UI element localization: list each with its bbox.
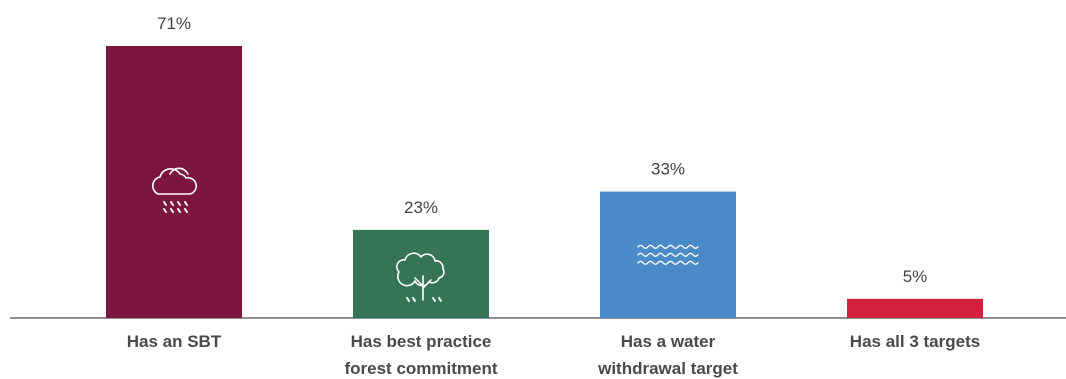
category-label-1: Has an SBT [127,332,222,351]
water-waves-icon [637,244,699,265]
cloud-rain-icon [152,167,198,213]
value-label-2: 23% [404,198,438,217]
bar-1 [106,46,242,318]
tree-icon [395,252,445,302]
category-label-3: Has a water withdrawal target [597,332,738,378]
category-label-2: Has best practice forest commitment [344,332,497,378]
value-label-3: 33% [651,160,685,179]
bar-4 [847,298,983,318]
category-label-4: Has all 3 targets [850,332,980,351]
value-label-1: 71% [157,14,191,33]
bar-2 [353,229,489,318]
value-label-4: 5% [903,267,928,286]
